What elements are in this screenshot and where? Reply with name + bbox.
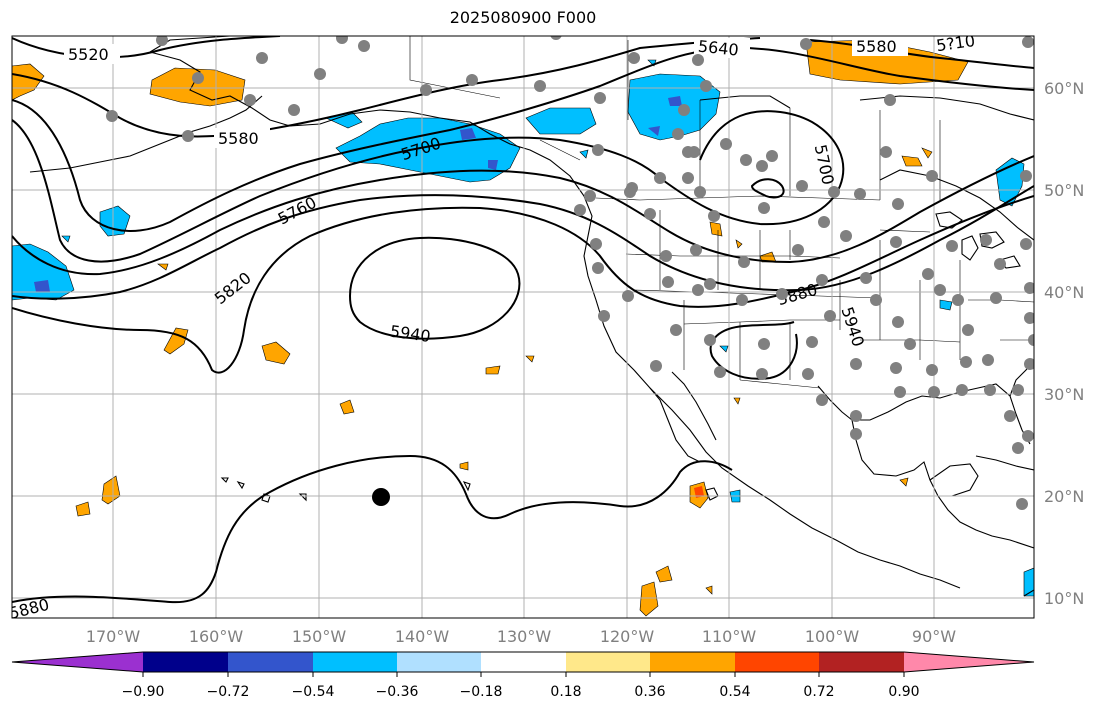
colorbar-tick-label: 0.72 [803, 684, 834, 700]
longitude-labels: 170°W 160°W 150°W 140°W 130°W 120°W 110°… [86, 627, 956, 646]
graticule [12, 36, 1034, 618]
lat-label: 50°N [1044, 181, 1084, 200]
colorbar-segment [397, 652, 481, 672]
positive-anomaly-areas [12, 39, 969, 617]
contour-labels: 5520 5580 5580 5640 5700 5700 5760 5820 … [7, 31, 976, 623]
colorbar-segment [313, 652, 397, 672]
political-boundaries [409, 36, 1034, 389]
contour-label: 5580 [856, 37, 897, 56]
lat-label: 40°N [1044, 283, 1084, 302]
contour-5760 [12, 155, 1034, 276]
map-background [12, 36, 1034, 618]
contour-label: 5?10 [935, 31, 976, 55]
lon-label: 130°W [497, 627, 552, 646]
colorbar-segment [481, 652, 566, 672]
colorbar-tick-label: −0.54 [292, 684, 335, 700]
lon-label: 160°W [189, 627, 244, 646]
contour-label: 5640 [697, 37, 739, 60]
colorbar-segment [650, 652, 735, 672]
contour-5820 [12, 185, 1034, 300]
lon-label: 140°W [395, 627, 450, 646]
lat-label: 30°N [1044, 385, 1084, 404]
map-title: 2025080900 F000 [449, 8, 597, 27]
contour-5580-east [809, 39, 1034, 69]
colorbar-segment [228, 652, 313, 672]
lat-label: 20°N [1044, 487, 1084, 506]
colorbar: −0.90 −0.72 −0.54 −0.36 −0.18 0.18 0.36 … [11, 651, 1035, 700]
colorbar-tick-label: 0.18 [550, 684, 581, 700]
lon-label: 90°W [912, 627, 956, 646]
lon-label: 150°W [292, 627, 347, 646]
contour-5880-north [12, 195, 1034, 374]
observation-stations [106, 36, 1034, 510]
colorbar-tick-label: −0.72 [207, 684, 250, 700]
contour-label: 5520 [68, 45, 109, 64]
contour-5700-loop [750, 178, 785, 199]
location-marker [372, 488, 390, 506]
colorbar-extend-min [12, 652, 143, 672]
strong-negative-anomaly-areas [34, 96, 682, 292]
colorbar-tick-label: −0.90 [122, 684, 165, 700]
lon-label: 110°W [702, 627, 757, 646]
colorbar-segment [819, 652, 904, 672]
contour-5700 [12, 110, 845, 263]
lat-label: 60°N [1044, 79, 1084, 98]
colorbar-segment [143, 652, 228, 672]
contour-5940-east [709, 321, 798, 380]
colorbar-segment [735, 652, 819, 672]
lat-label: 10°N [1044, 589, 1084, 608]
colorbar-tick-label: 0.54 [719, 684, 750, 700]
colorbar-extend-max [904, 652, 1034, 672]
colorbar-tick-label: −0.36 [376, 684, 419, 700]
lon-label: 100°W [805, 627, 860, 646]
colorbar-tick-label: 0.36 [634, 684, 665, 700]
contour-5880-south [12, 454, 733, 604]
strong-positive-anomaly-areas [694, 486, 704, 498]
contour-5940-loop [348, 236, 521, 340]
contour-label: 5880 [7, 595, 51, 623]
map-frame [11, 35, 1035, 619]
contour-label: 5580 [218, 129, 259, 148]
lon-label: 170°W [86, 627, 141, 646]
colorbar-tick-label: 0.90 [888, 684, 919, 700]
colorbar-tick-label: −0.18 [460, 684, 503, 700]
lon-label: 120°W [600, 627, 655, 646]
height-contours [12, 36, 1034, 604]
contour-5580-west [12, 37, 761, 138]
latitude-labels: 60°N 50°N 40°N 30°N 20°N 10°N [1044, 79, 1084, 608]
colorbar-segment [566, 652, 650, 672]
contour-5520 [12, 36, 281, 59]
contour-5640 [12, 46, 1034, 232]
